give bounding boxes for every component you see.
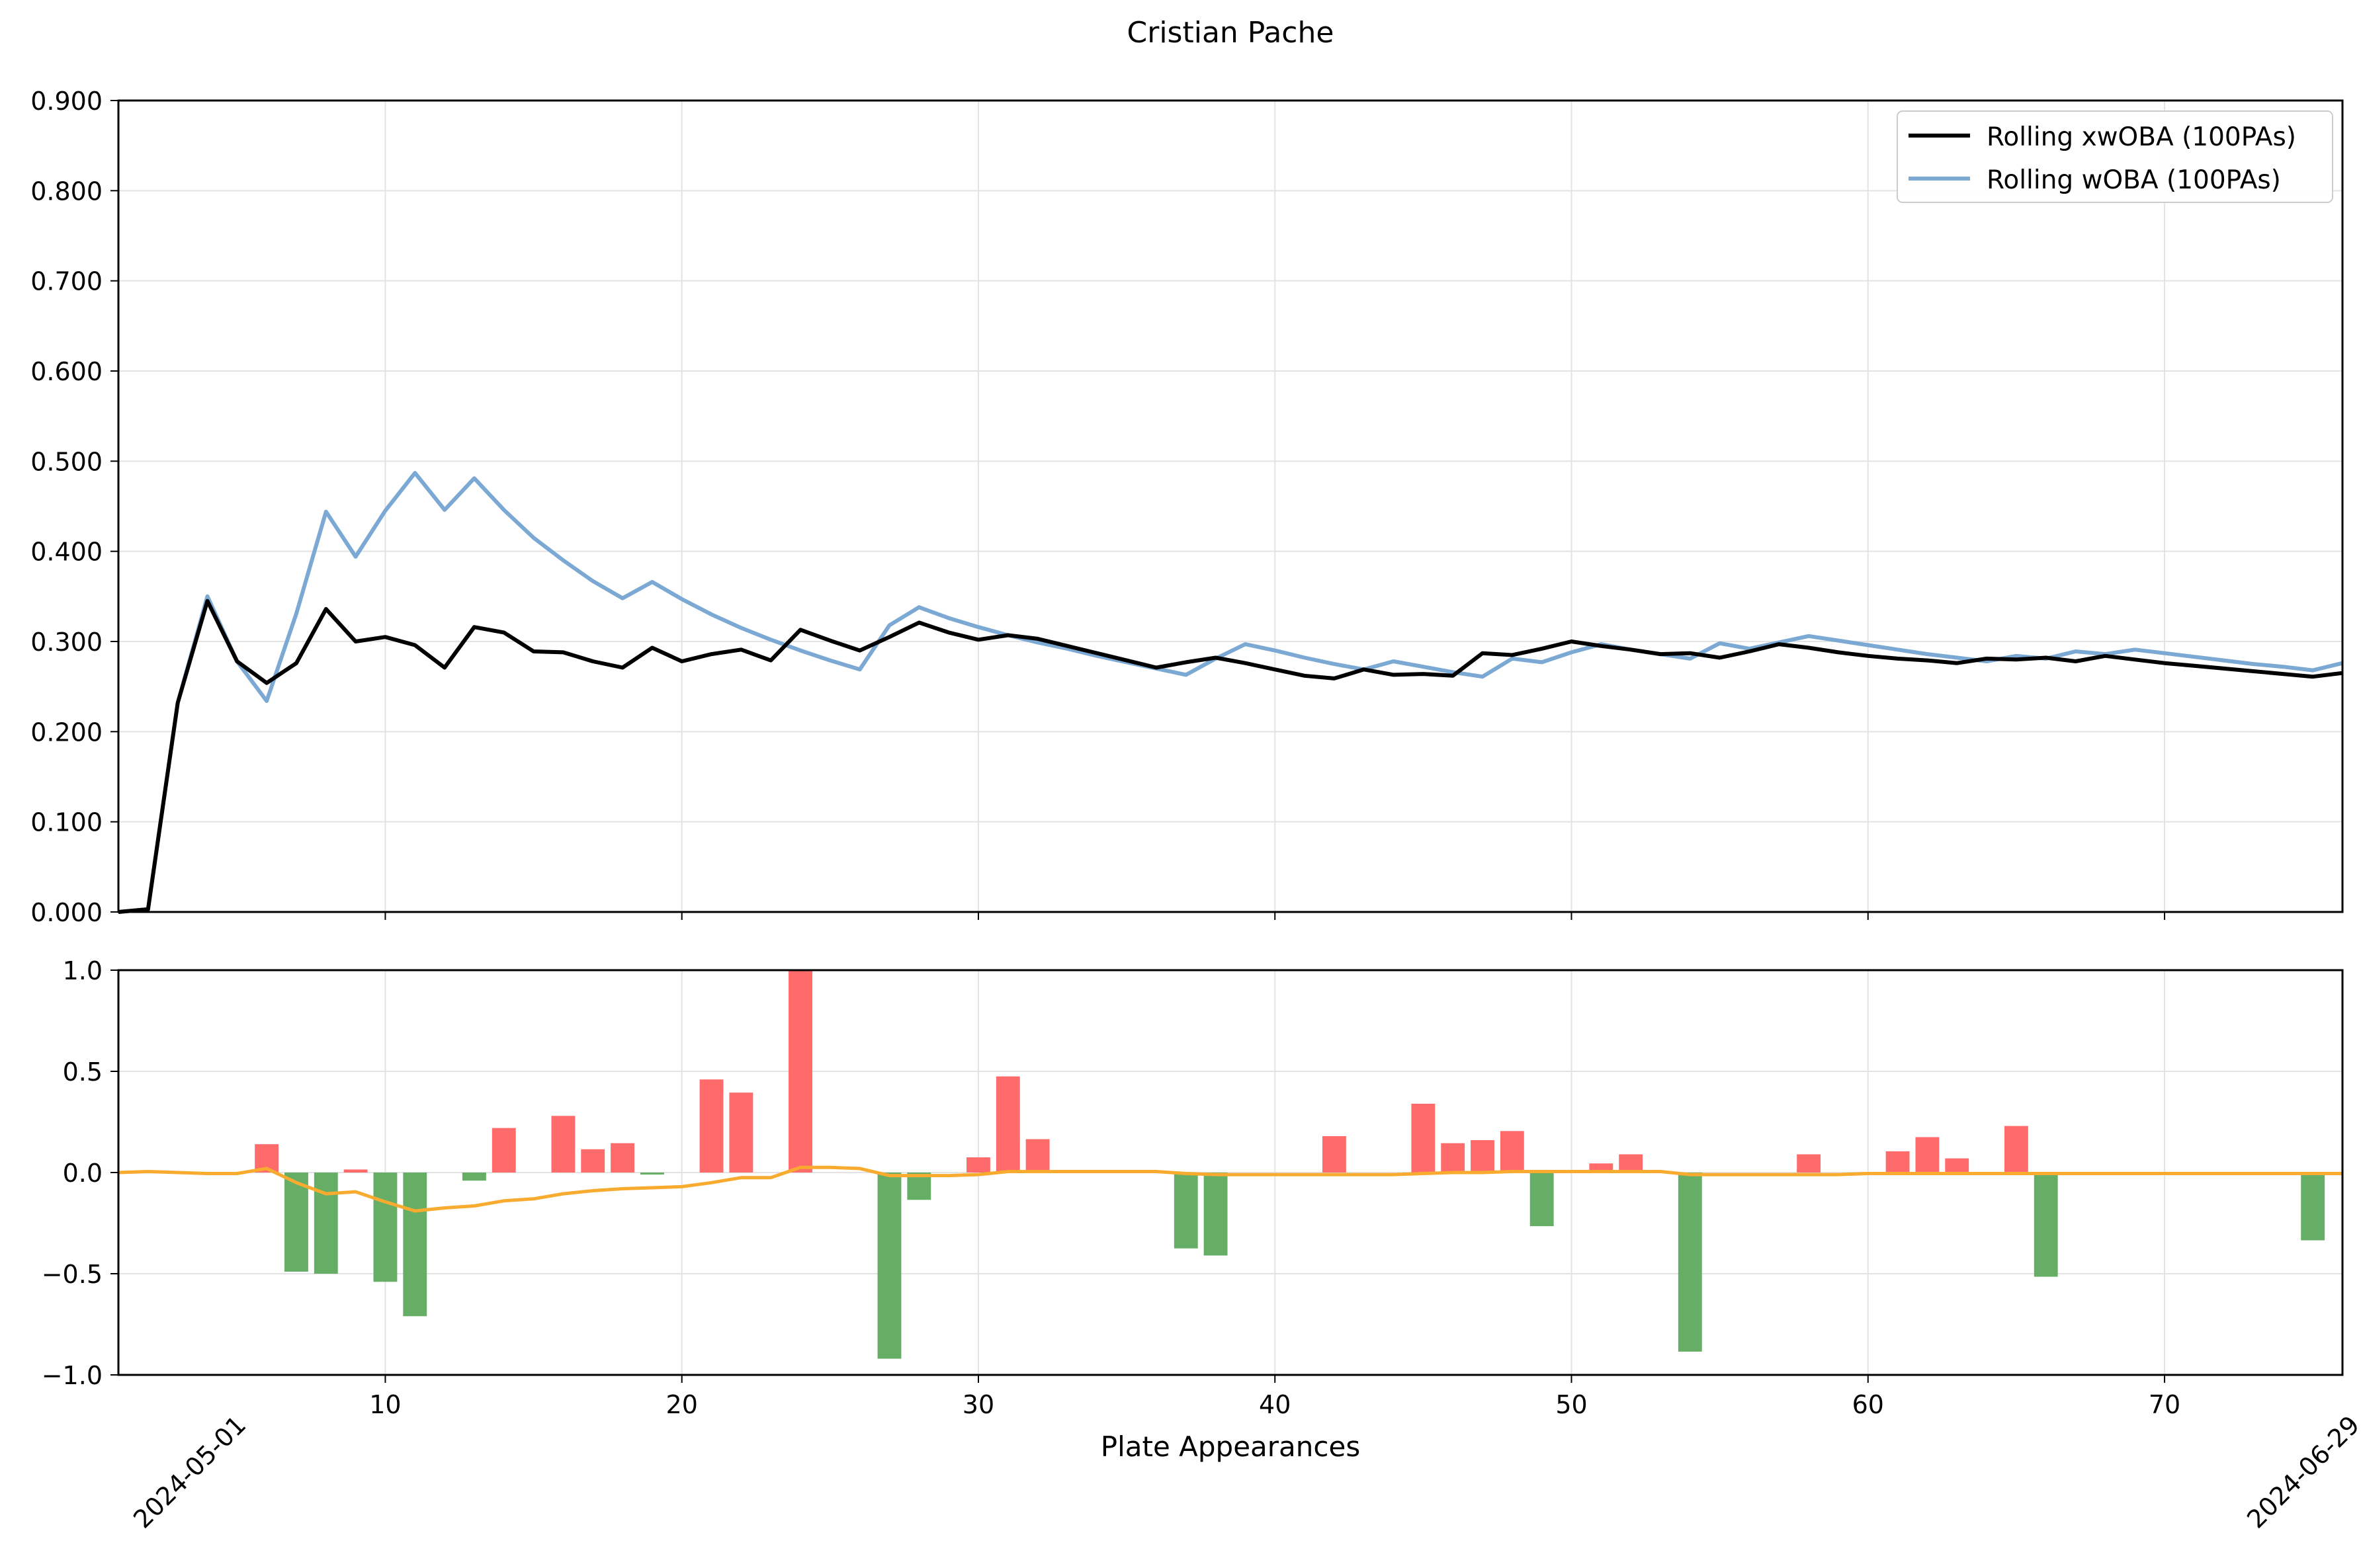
negative-bar <box>462 1173 486 1181</box>
x-axis-label: Plate Appearances <box>1101 1430 1360 1463</box>
bottom-y-tick-label: −1.0 <box>42 1361 103 1390</box>
top-y-tick-label: 0.800 <box>30 177 103 206</box>
negative-bar <box>1203 1173 1228 1256</box>
x-tick-label: 40 <box>1259 1390 1291 1419</box>
negative-bar <box>1174 1173 1198 1249</box>
positive-bar <box>1885 1151 1910 1173</box>
top-panel: 0.000 0.100 0.200 0.300 0.400 0.500 0.600 0.700… <box>30 87 2344 927</box>
positive-bar <box>1500 1131 1524 1173</box>
top-y-tick-label: 0.000 <box>30 898 103 927</box>
top-y-tick-label: 0.900 <box>30 87 103 116</box>
positive-bar <box>1025 1139 1050 1173</box>
x-tick-label: 70 <box>2149 1390 2180 1419</box>
top-y-tick-label: 0.700 <box>30 267 103 296</box>
bottom-bars <box>255 970 2325 1359</box>
legend-label-xwoba: Rolling xwOBA (100PAs) <box>1987 122 2296 152</box>
bottom-y-tick-label: 1.0 <box>63 956 103 985</box>
positive-bar <box>699 1079 724 1173</box>
positive-bar <box>966 1157 990 1173</box>
bottom-y-tick-label: −0.5 <box>42 1260 103 1289</box>
legend-label-woba: Rolling wOBA (100PAs) <box>1987 165 2281 195</box>
top-y-tick-label: 0.200 <box>30 718 103 747</box>
x-tick-label: 10 <box>369 1390 401 1419</box>
legend: Rolling xwOBA (100PAs) Rolling wOBA (100… <box>1897 110 2333 203</box>
negative-bar <box>1678 1173 1702 1352</box>
positive-bar <box>996 1076 1020 1173</box>
positive-bar <box>789 970 812 1173</box>
negative-bar <box>314 1173 338 1274</box>
top-y-tick-label: 0.300 <box>30 628 103 657</box>
x-tick-label: 60 <box>1852 1390 1884 1419</box>
negative-bar <box>877 1173 902 1359</box>
positive-bar <box>492 1128 516 1173</box>
top-y-tick-label: 0.500 <box>30 447 103 476</box>
bottom-y-tick-label: 0.5 <box>63 1057 103 1087</box>
positive-bar <box>1471 1140 1494 1173</box>
x-tick-label: 20 <box>666 1390 698 1419</box>
positive-bar <box>2004 1126 2028 1173</box>
negative-bar <box>640 1173 664 1175</box>
negative-bar <box>403 1173 427 1317</box>
top-series <box>118 471 2343 914</box>
positive-bar <box>551 1116 576 1173</box>
chart-title: Cristian Pache <box>1127 16 1334 50</box>
positive-bar <box>611 1143 634 1173</box>
negative-bar <box>284 1173 308 1272</box>
x-tick-label: 50 <box>1555 1390 1587 1419</box>
top-y-tick-label: 0.400 <box>30 538 103 567</box>
negative-bar <box>373 1173 398 1282</box>
negative-bar <box>2301 1173 2325 1241</box>
xwoba-series-line <box>118 598 2343 914</box>
positive-bar <box>343 1169 368 1173</box>
negative-bar <box>1529 1173 1554 1227</box>
negative-bar <box>2034 1173 2058 1277</box>
positive-bar <box>1441 1143 1465 1173</box>
bottom-line <box>118 1165 2342 1213</box>
top-y-tick-label: 0.600 <box>30 357 103 386</box>
top-axes-frame <box>117 99 2344 913</box>
bottom-y-tick-label: 0.0 <box>63 1159 103 1188</box>
rolling-difference-line <box>118 1165 2342 1213</box>
positive-bar <box>729 1093 753 1173</box>
legend-box <box>1897 110 2333 203</box>
positive-bar <box>1945 1158 1969 1173</box>
x-tick-label: 30 <box>963 1390 994 1419</box>
positive-bar <box>1411 1103 1436 1173</box>
top-y-tick-label: 0.100 <box>30 808 103 837</box>
positive-bar <box>1619 1154 1643 1173</box>
positive-bar <box>1915 1137 1940 1173</box>
top-y-ticks: 0.000 0.100 0.200 0.300 0.400 0.500 0.600 0.700… <box>30 87 2166 927</box>
positive-bar <box>1797 1154 1821 1173</box>
positive-bar <box>581 1149 605 1173</box>
positive-bar <box>1322 1135 1346 1173</box>
